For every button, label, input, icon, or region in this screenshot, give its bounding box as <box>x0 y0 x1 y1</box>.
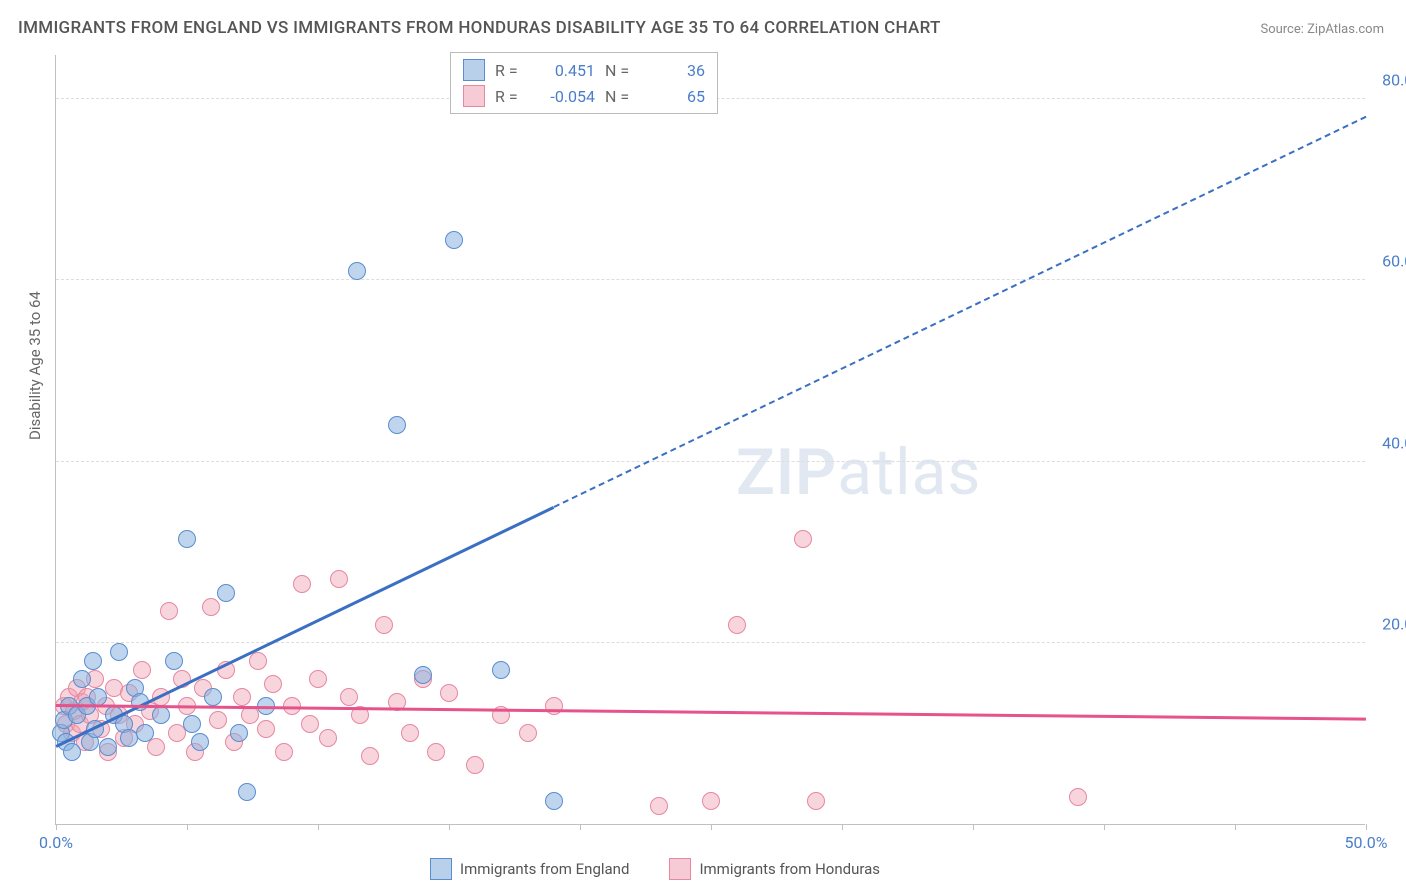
r-value: 0.451 <box>535 61 595 80</box>
trend-line-extrapolated <box>553 116 1366 508</box>
y-tick-label: 40.0% <box>1382 433 1406 452</box>
n-label: N = <box>605 87 635 106</box>
data-point <box>388 416 406 434</box>
r-label: R = <box>495 87 525 106</box>
data-point <box>650 797 668 815</box>
data-point <box>63 743 81 761</box>
n-value: 36 <box>645 61 705 80</box>
data-point <box>340 688 358 706</box>
data-point <box>440 684 458 702</box>
data-point <box>466 756 484 774</box>
data-point <box>275 743 293 761</box>
legend-row-england: R = 0.451 N = 36 <box>463 57 705 83</box>
x-tick-label: 50.0% <box>1345 833 1388 852</box>
data-point <box>330 570 348 588</box>
data-point <box>183 715 201 733</box>
data-point <box>301 715 319 733</box>
x-tick <box>1235 824 1236 830</box>
swatch-pink-icon <box>669 858 691 880</box>
data-point <box>794 530 812 548</box>
data-point <box>204 688 222 706</box>
x-tick <box>711 824 712 830</box>
x-tick <box>56 824 57 830</box>
y-tick-label: 80.0% <box>1382 71 1406 90</box>
data-point <box>264 675 282 693</box>
data-point <box>217 584 235 602</box>
chart-title: IMMIGRANTS FROM ENGLAND VS IMMIGRANTS FR… <box>18 18 941 38</box>
r-label: R = <box>495 61 525 80</box>
swatch-blue-icon <box>430 858 452 880</box>
data-point <box>807 792 825 810</box>
scatter-plot-area: ZIPatlas 20.0%40.0%60.0%80.0%0.0%50.0% <box>55 55 1365 825</box>
r-value: -0.054 <box>535 87 595 106</box>
data-point <box>492 661 510 679</box>
data-point <box>728 616 746 634</box>
data-point <box>202 598 220 616</box>
legend-row-honduras: R = -0.054 N = 65 <box>463 83 705 109</box>
data-point <box>233 688 251 706</box>
legend-label: Immigrants from England <box>460 860 629 878</box>
y-tick-label: 60.0% <box>1382 252 1406 271</box>
data-point <box>133 661 151 679</box>
data-point <box>209 711 227 729</box>
watermark: ZIPatlas <box>736 435 981 510</box>
data-point <box>160 602 178 620</box>
x-tick <box>187 824 188 830</box>
data-point <box>401 724 419 742</box>
data-point <box>249 652 267 670</box>
x-tick-label: 0.0% <box>39 833 73 852</box>
grid-line <box>56 279 1365 280</box>
x-tick <box>580 824 581 830</box>
n-value: 65 <box>645 87 705 106</box>
data-point <box>361 747 379 765</box>
swatch-blue-icon <box>463 59 485 81</box>
data-point <box>257 720 275 738</box>
y-axis-label: Disability Age 35 to 64 <box>26 291 44 440</box>
data-point <box>545 792 563 810</box>
x-tick <box>973 824 974 830</box>
data-point <box>319 729 337 747</box>
source-attribution: Source: ZipAtlas.com <box>1260 22 1384 37</box>
x-tick <box>1366 824 1367 830</box>
swatch-pink-icon <box>463 85 485 107</box>
data-point <box>519 724 537 742</box>
y-tick-label: 20.0% <box>1382 614 1406 633</box>
data-point <box>238 783 256 801</box>
data-point <box>375 616 393 634</box>
data-point <box>84 652 102 670</box>
data-point <box>73 670 91 688</box>
n-label: N = <box>605 61 635 80</box>
data-point <box>110 643 128 661</box>
data-point <box>309 670 327 688</box>
data-point <box>445 231 463 249</box>
data-point <box>191 733 209 751</box>
data-point <box>293 575 311 593</box>
legend-item-honduras: Immigrants from Honduras <box>669 858 880 880</box>
x-tick <box>318 824 319 830</box>
correlation-legend: R = 0.451 N = 36 R = -0.054 N = 65 <box>450 52 718 114</box>
data-point <box>545 697 563 715</box>
grid-line <box>56 461 1365 462</box>
data-point <box>152 706 170 724</box>
series-legend: Immigrants from England Immigrants from … <box>430 858 880 880</box>
data-point <box>702 792 720 810</box>
data-point <box>230 724 248 742</box>
data-point <box>427 743 445 761</box>
data-point <box>99 738 117 756</box>
data-point <box>414 666 432 684</box>
x-tick <box>449 824 450 830</box>
grid-line <box>56 642 1365 643</box>
x-tick <box>842 824 843 830</box>
x-tick <box>1104 824 1105 830</box>
data-point <box>136 724 154 742</box>
legend-item-england: Immigrants from England <box>430 858 629 880</box>
data-point <box>178 530 196 548</box>
data-point <box>1069 788 1087 806</box>
legend-label: Immigrants from Honduras <box>699 860 880 878</box>
data-point <box>165 652 183 670</box>
data-point <box>348 262 366 280</box>
